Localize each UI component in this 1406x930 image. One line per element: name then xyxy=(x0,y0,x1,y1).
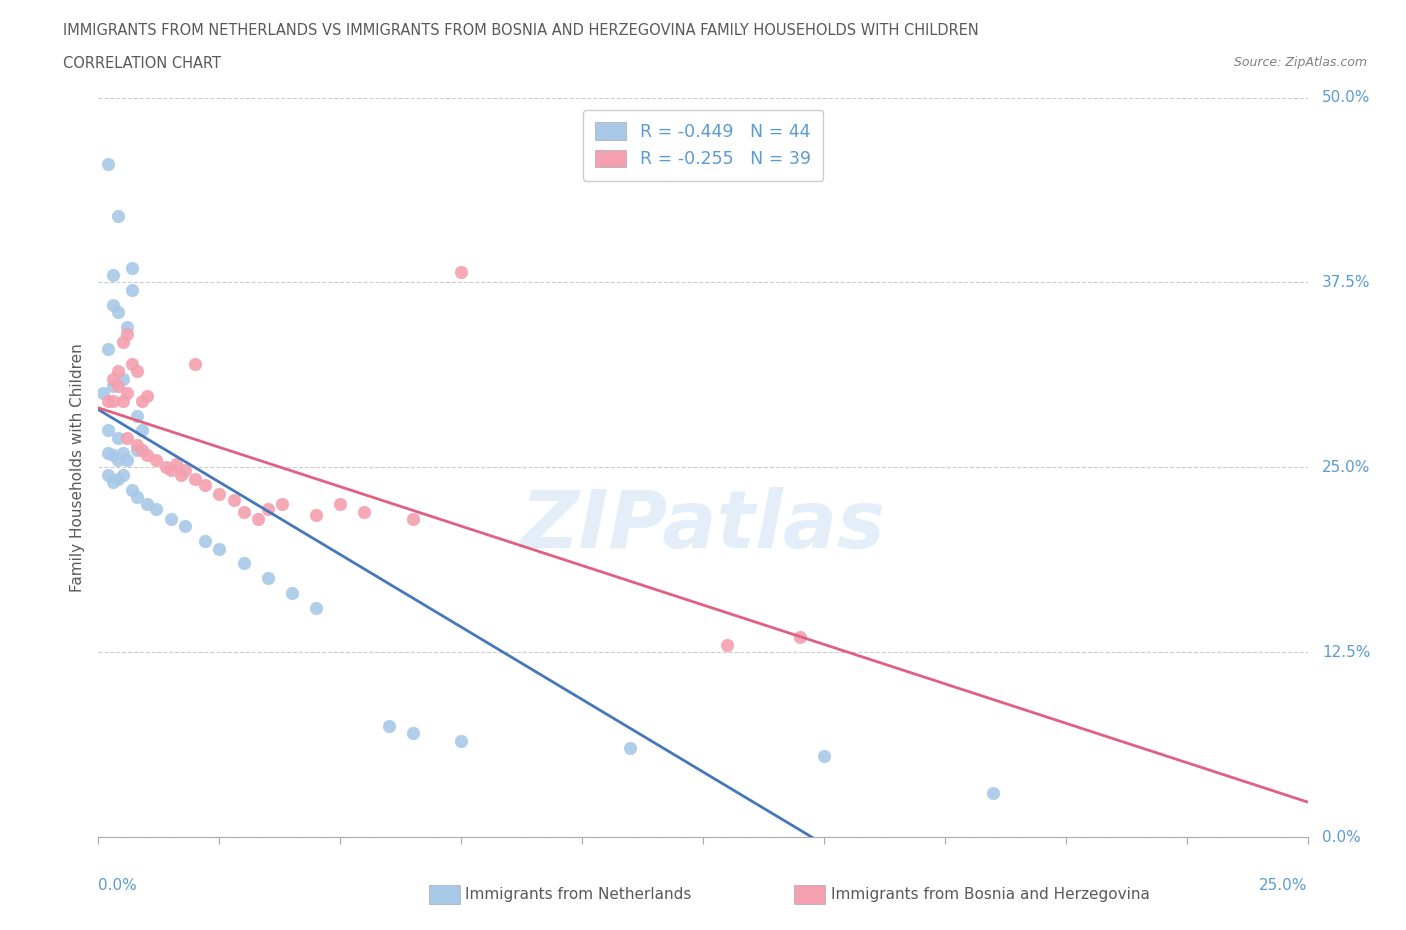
Point xyxy=(271,497,294,512)
Point xyxy=(402,726,425,741)
Point xyxy=(121,283,143,298)
Point xyxy=(208,486,231,501)
Point xyxy=(111,393,134,408)
Text: 0.0%: 0.0% xyxy=(98,878,138,893)
Text: IMMIGRANTS FROM NETHERLANDS VS IMMIGRANTS FROM BOSNIA AND HERZEGOVINA FAMILY HOU: IMMIGRANTS FROM NETHERLANDS VS IMMIGRANT… xyxy=(63,23,979,38)
Text: 37.5%: 37.5% xyxy=(1322,275,1371,290)
Point xyxy=(716,637,738,652)
Point xyxy=(377,719,399,734)
Point xyxy=(117,386,139,401)
Point xyxy=(232,556,254,571)
Point xyxy=(97,341,120,356)
Point xyxy=(97,445,120,460)
Point xyxy=(353,504,375,519)
Point xyxy=(107,431,129,445)
Text: 0.0%: 0.0% xyxy=(1322,830,1361,844)
Text: Immigrants from Netherlands: Immigrants from Netherlands xyxy=(465,887,692,902)
Point xyxy=(305,507,328,522)
Point xyxy=(813,749,835,764)
Point xyxy=(256,501,278,516)
Legend: R = -0.449   N = 44, R = -0.255   N = 39: R = -0.449 N = 44, R = -0.255 N = 39 xyxy=(582,110,824,180)
Point xyxy=(305,601,328,616)
Point xyxy=(101,448,124,463)
Point xyxy=(450,734,472,749)
Point xyxy=(117,319,139,334)
Point xyxy=(450,265,472,280)
Point xyxy=(247,512,270,526)
Point xyxy=(107,379,129,393)
Text: Source: ZipAtlas.com: Source: ZipAtlas.com xyxy=(1233,56,1367,69)
Point xyxy=(121,482,143,497)
Text: 25.0%: 25.0% xyxy=(1260,878,1308,893)
Point xyxy=(131,442,153,457)
Point xyxy=(97,467,120,482)
Text: 25.0%: 25.0% xyxy=(1322,459,1371,475)
Point xyxy=(160,512,183,526)
Point xyxy=(256,571,278,586)
Point xyxy=(402,512,425,526)
Text: 50.0%: 50.0% xyxy=(1322,90,1371,105)
Point xyxy=(91,386,114,401)
Point xyxy=(127,364,149,379)
Point xyxy=(107,364,129,379)
Point xyxy=(107,472,129,486)
Point xyxy=(222,492,245,507)
Point xyxy=(194,534,217,549)
Point xyxy=(135,389,157,404)
Point xyxy=(111,467,134,482)
Point xyxy=(101,371,124,386)
Point xyxy=(97,393,120,408)
Point xyxy=(101,474,124,489)
Point xyxy=(145,501,167,516)
Point xyxy=(169,467,191,482)
Point xyxy=(101,379,124,393)
Point xyxy=(155,460,177,474)
Point xyxy=(145,453,167,468)
Point xyxy=(107,305,129,320)
Text: ZIPatlas: ZIPatlas xyxy=(520,487,886,565)
Point xyxy=(117,431,139,445)
Point xyxy=(127,442,149,457)
Point xyxy=(101,298,124,312)
Point xyxy=(117,453,139,468)
Point xyxy=(127,489,149,504)
Point xyxy=(789,630,811,644)
Point xyxy=(101,268,124,283)
Point xyxy=(121,260,143,275)
Point xyxy=(208,541,231,556)
Point xyxy=(174,463,197,478)
Point xyxy=(329,497,352,512)
Text: Immigrants from Bosnia and Herzegovina: Immigrants from Bosnia and Herzegovina xyxy=(831,887,1150,902)
Point xyxy=(127,408,149,423)
Point xyxy=(97,423,120,438)
Y-axis label: Family Households with Children: Family Households with Children xyxy=(70,343,86,591)
Point xyxy=(160,463,183,478)
Point xyxy=(121,356,143,371)
Point xyxy=(184,356,207,371)
Point xyxy=(232,504,254,519)
Point xyxy=(981,785,1004,800)
Point xyxy=(111,371,134,386)
Point xyxy=(135,497,157,512)
Point xyxy=(101,393,124,408)
Point xyxy=(111,445,134,460)
Point xyxy=(281,586,304,601)
Point xyxy=(165,457,187,472)
Point xyxy=(107,453,129,468)
Point xyxy=(107,208,129,223)
Text: CORRELATION CHART: CORRELATION CHART xyxy=(63,56,221,71)
Point xyxy=(194,478,217,493)
Point xyxy=(131,393,153,408)
Point xyxy=(135,448,157,463)
Point xyxy=(127,438,149,453)
Text: 12.5%: 12.5% xyxy=(1322,644,1371,659)
Point xyxy=(184,472,207,486)
Point xyxy=(97,157,120,172)
Point xyxy=(619,741,641,756)
Point xyxy=(117,326,139,341)
Point xyxy=(174,519,197,534)
Point xyxy=(131,423,153,438)
Point xyxy=(111,334,134,349)
